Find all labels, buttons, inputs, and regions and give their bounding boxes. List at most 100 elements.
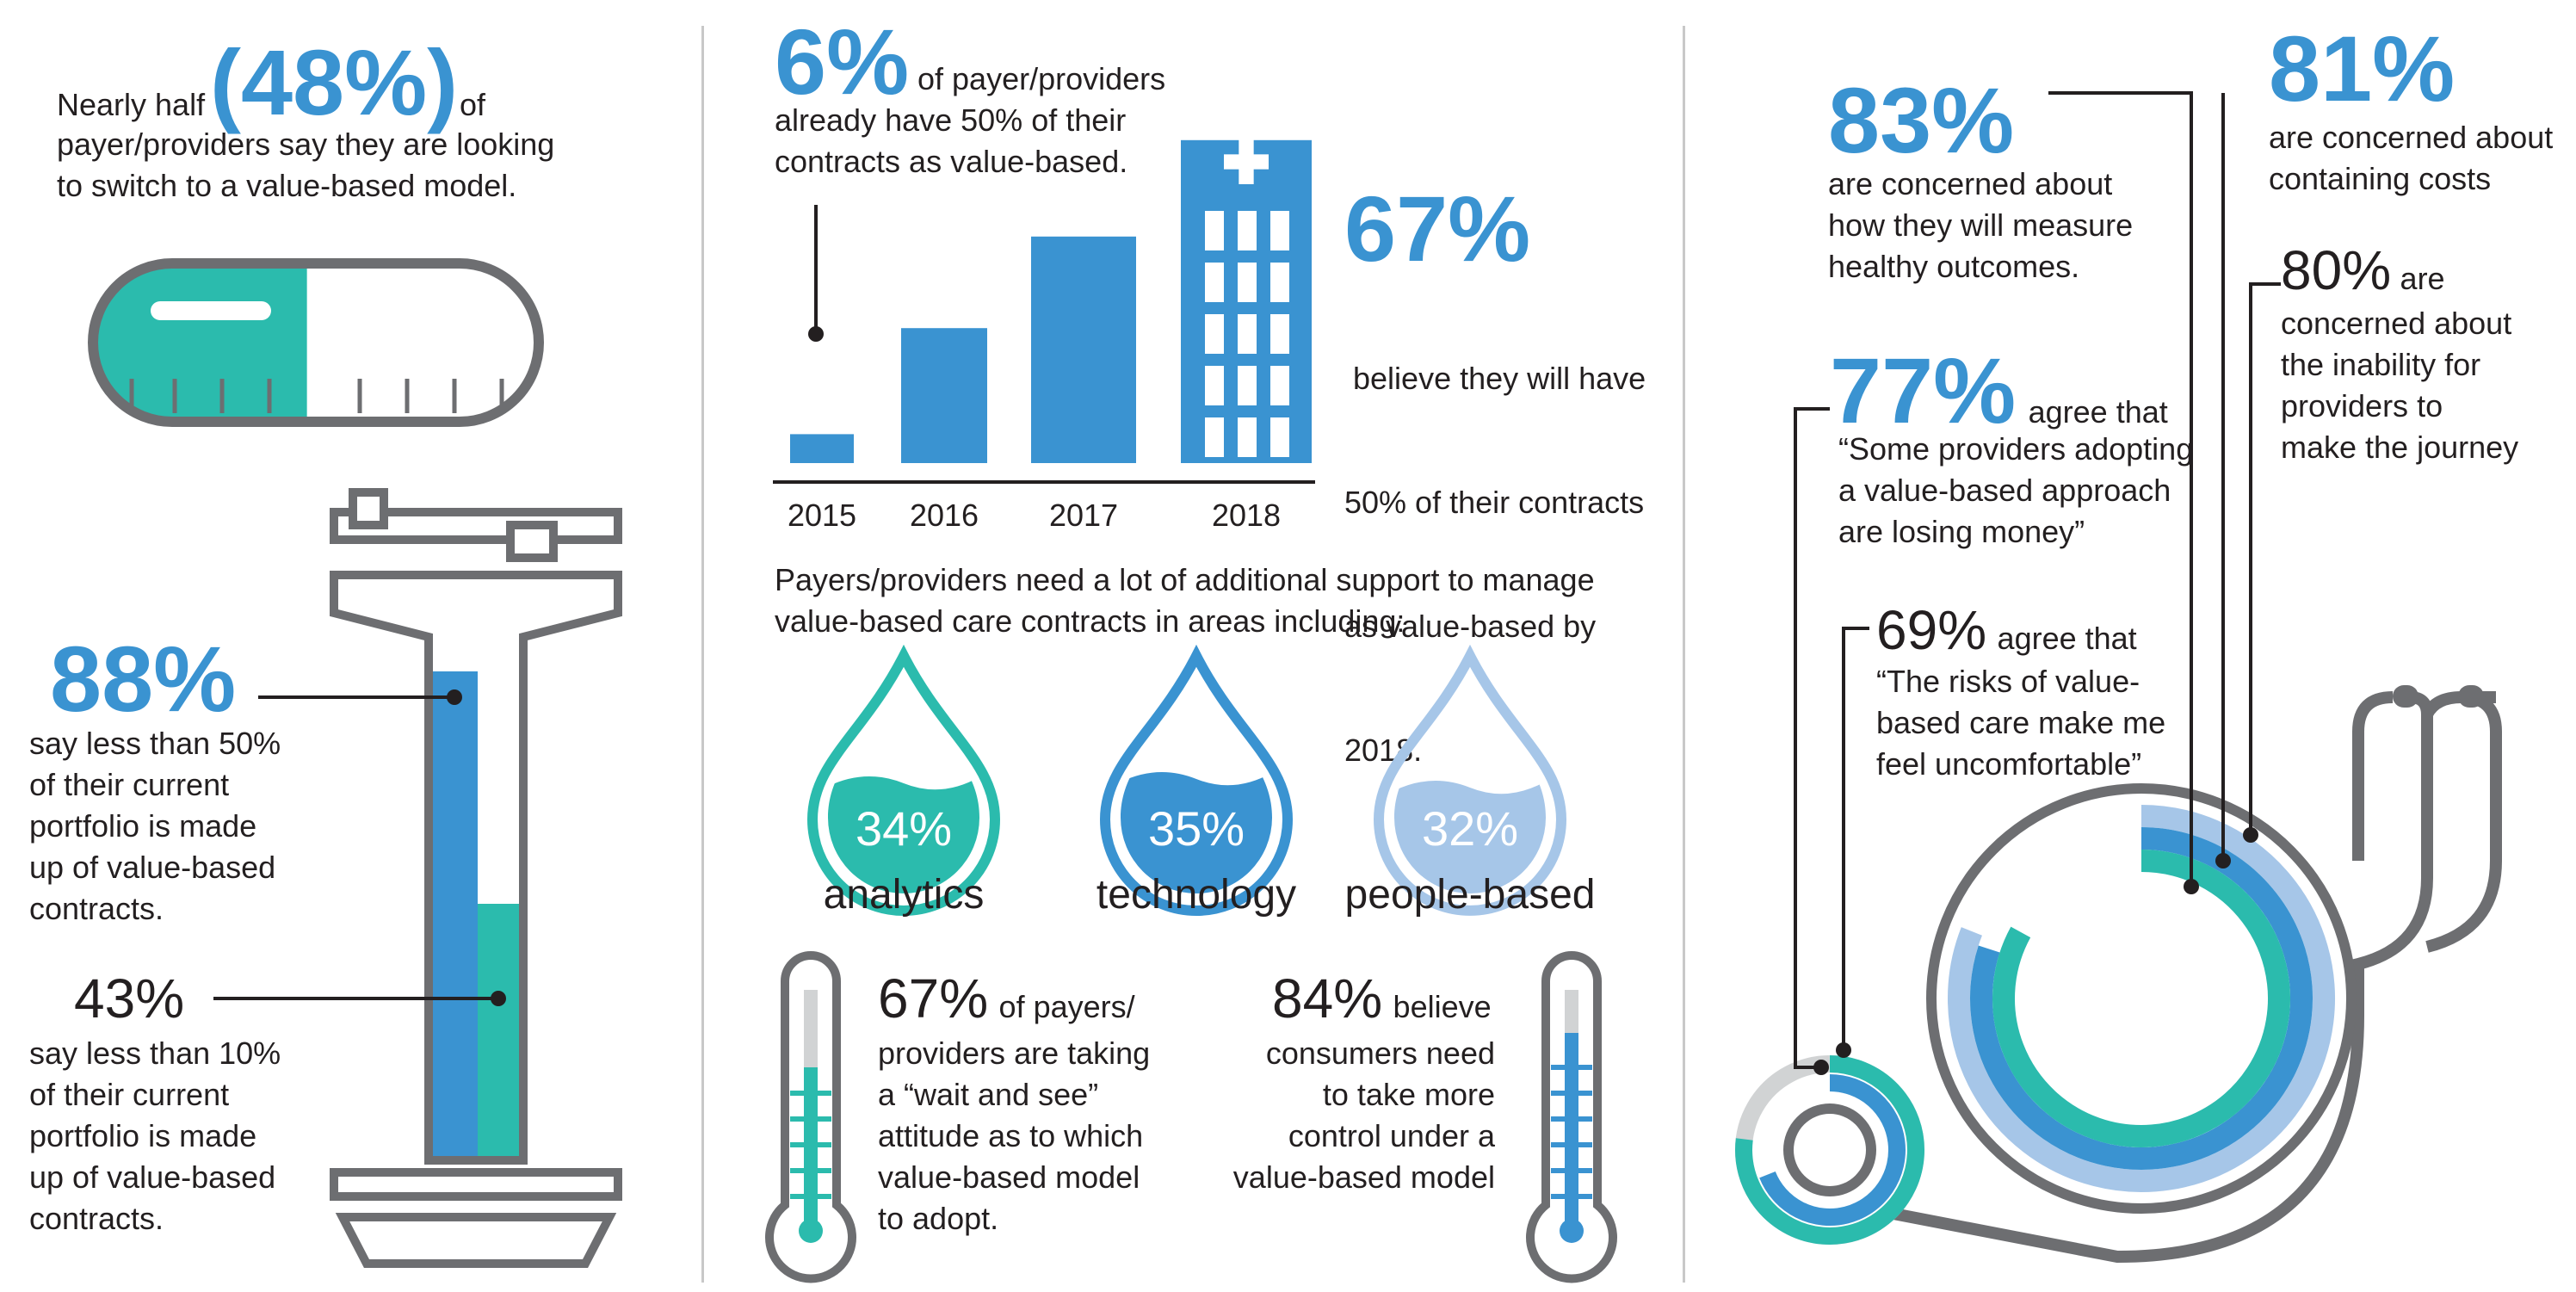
s69-head: 69% agree that (1876, 603, 2137, 659)
thermo1-first: of payers/ (998, 989, 1135, 1024)
s81-line: containing costs (2269, 161, 2492, 196)
stat-88-pct: 88% (50, 627, 237, 731)
s80-line: the inability for (2281, 347, 2481, 382)
stat-88-line: contracts. (29, 891, 164, 926)
scale-bar-43 (478, 904, 519, 1156)
thermometer-1 (765, 951, 856, 1283)
ring-bg (1734, 1055, 1924, 1245)
sixty-seven-pct: 67% (1344, 176, 1531, 281)
s83-line: how they will measure (1828, 207, 2134, 243)
big-ring-outline (1926, 783, 2357, 1214)
six-text-2: already have 50% of their (775, 102, 1127, 138)
thermo2-first: believe (1393, 989, 1492, 1024)
window-icon (1238, 417, 1257, 457)
stat-43-line: up of value-based (29, 1159, 276, 1195)
s83-text: are concerned about how they will measur… (1828, 164, 2133, 287)
window-icon (1270, 314, 1289, 354)
window-icon (1270, 417, 1289, 457)
thermo2-head: 84% believe (1272, 971, 1492, 1028)
s77-line: are losing money” (1838, 514, 2085, 549)
drop-technology-label: technology (1096, 872, 1297, 918)
headline-pct: (48%) (210, 30, 459, 134)
sixty-seven-line: 2018. (1344, 733, 1423, 768)
s80-line: concerned about (2281, 306, 2512, 341)
bar-2017 (1031, 236, 1136, 463)
s69-pct: 69% (1876, 599, 1987, 661)
small-ring-inner (1783, 1103, 1876, 1196)
drop-analytics-pct: 34% (855, 801, 953, 856)
sixty-seven-line: 50% of their contracts (1344, 485, 1645, 520)
window-icon (1238, 263, 1257, 302)
s80-head: 80% are (2281, 243, 2445, 300)
sixty-seven-line: believe they will have (1344, 361, 1646, 396)
pill-ticks (129, 379, 504, 413)
s77-line: “Some providers adopting (1838, 431, 2194, 467)
s81-pct: 81% (2269, 16, 2456, 121)
bar-2016 (901, 328, 987, 463)
thermo2-text: consumers need to take more control unde… (1233, 1033, 1495, 1198)
s69-line: based care make me (1876, 705, 2166, 740)
thermo1-line: to adopt. (878, 1201, 999, 1236)
window-icon (1205, 263, 1224, 302)
ring-80 (1970, 827, 2313, 1170)
s77-line: a value-based approach (1838, 473, 2171, 508)
s80-text: concerned about the inability for provid… (2281, 303, 2518, 468)
six-pct: 6% (775, 9, 910, 114)
stat-43-pct: 43% (74, 967, 185, 1029)
stat-88-line: up of value-based (29, 850, 276, 885)
window-icon (1270, 366, 1289, 405)
window-icon (1205, 366, 1224, 405)
s81-line: are concerned about (2269, 120, 2554, 155)
pill-outline (88, 258, 544, 427)
stat-43-text: say less than 10% of their current portf… (29, 1033, 281, 1239)
s81-text: are concerned about containing costs (2269, 117, 2553, 200)
window-icon (1238, 366, 1257, 405)
pill-highlight (151, 301, 271, 320)
sixty-seven-line: as value-based by (1344, 609, 1597, 644)
drop-technology-pct: 35% (1147, 801, 1245, 856)
left-headline: Nearly half (48%) of payer/providers say… (57, 34, 659, 207)
six-text-3: contracts as value-based. (775, 144, 1128, 179)
ring-81 (1948, 805, 2335, 1192)
divider-left (701, 26, 704, 1283)
ring-77 (1735, 1055, 1924, 1245)
s77-first: agree that (2028, 394, 2168, 430)
headline-line2: payer/providers say they are looking (57, 127, 555, 162)
headline-pre: Nearly half (57, 87, 206, 122)
s83-line: are concerned about (1828, 166, 2113, 201)
window-icon (1238, 211, 1257, 250)
small-ring-outer (1723, 1043, 1937, 1257)
window-icon (1205, 417, 1224, 457)
stat-88-line: say less than 50% (29, 726, 281, 761)
s83-line: healthy outcomes. (1828, 249, 2080, 284)
six-text-1: of payer/providers (917, 61, 1166, 96)
s69-text: “The risks of value- based care make me … (1876, 661, 2165, 785)
scale-graphic (330, 488, 622, 1268)
ring-69 (1759, 1074, 1906, 1226)
cross-icon (806, 410, 838, 422)
stethoscope-tube (1892, 714, 2433, 1264)
pill-fill (93, 263, 307, 422)
stat-88-line: of their current (29, 767, 230, 802)
cross-icon (816, 399, 828, 432)
divider-right (1683, 26, 1685, 1283)
s80-line: make the journey (2281, 430, 2519, 465)
thermo1-line: providers are taking (878, 1035, 1151, 1071)
support-line-1: Payers/providers need a lot of additiona… (775, 562, 1595, 597)
bar-2018 (1181, 139, 1312, 464)
stat-43-line: contracts. (29, 1201, 164, 1236)
s69-first: agree that (1997, 621, 2137, 656)
stat-88-text: say less than 50% of their current portf… (29, 723, 281, 930)
bar-2015 (790, 434, 854, 463)
window-icon (1270, 263, 1289, 302)
s77-text: “Some providers adopting a value-based a… (1838, 429, 2193, 553)
window-icon (1238, 314, 1257, 354)
drop-people-pct: 32% (1421, 801, 1519, 856)
s80-line: providers to (2281, 388, 2443, 423)
thermo1-text: providers are taking a “wait and see” at… (878, 1033, 1150, 1239)
year-label-2016: 2016 (909, 498, 979, 533)
s69-line: “The risks of value- (1876, 664, 2140, 699)
s77-head: 77% agree that (1830, 344, 2168, 437)
s83-pct: 83% (1828, 68, 2015, 172)
headline-line3: to switch to a value-based model. (57, 168, 517, 203)
